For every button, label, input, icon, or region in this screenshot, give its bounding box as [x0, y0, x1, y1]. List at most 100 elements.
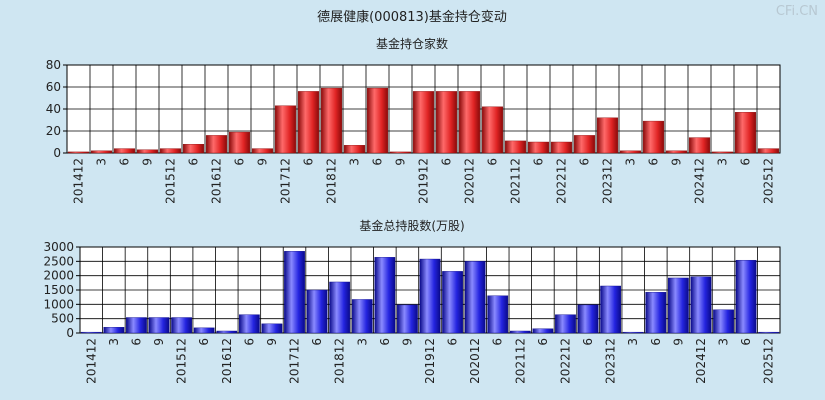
count-bar — [389, 151, 412, 154]
x-tick-label: 202212 — [555, 158, 569, 204]
x-tick-label: 3 — [624, 158, 638, 166]
count-bar — [550, 141, 573, 154]
x-tick-label: 6 — [578, 158, 592, 166]
count-bar — [67, 151, 90, 154]
count-bar — [297, 91, 320, 154]
shares-bar — [532, 328, 554, 334]
x-tick-label: 6 — [446, 338, 460, 346]
shares-bar — [284, 251, 305, 334]
count-bar — [159, 148, 182, 154]
shares-bar — [171, 317, 192, 334]
x-tick-label: 6 — [491, 338, 505, 346]
x-tick-label: 9 — [152, 338, 166, 346]
x-tick-label: 6 — [532, 158, 546, 166]
y-tick-label: 2500 — [43, 254, 74, 268]
count-bar — [665, 150, 688, 154]
x-tick-label: 6 — [310, 338, 324, 346]
x-tick-label: 9 — [400, 338, 414, 346]
chart-1-title: 基金总持股数(万股) — [359, 218, 464, 233]
x-tick-label: 6 — [371, 158, 385, 166]
x-tick-label: 3 — [355, 338, 369, 346]
x-tick-label: 201412 — [84, 338, 98, 384]
x-tick-label: 202112 — [513, 338, 527, 384]
x-tick-label: 201712 — [288, 338, 302, 384]
count-bar — [481, 106, 504, 154]
count-bar — [366, 87, 389, 154]
x-tick-label: 6 — [739, 338, 753, 346]
shares-bar — [103, 327, 125, 334]
x-tick-label: 9 — [256, 158, 270, 166]
shares-bar — [577, 304, 599, 334]
shares-bar — [374, 257, 396, 334]
count-bar — [711, 151, 734, 154]
x-tick-label: 6 — [118, 158, 132, 166]
shares-bar — [261, 323, 283, 334]
x-tick-label: 3 — [626, 338, 640, 346]
x-tick-label: 202012 — [463, 158, 477, 204]
x-tick-label: 202212 — [558, 338, 572, 384]
x-tick-label: 201912 — [423, 338, 437, 384]
shares-bar — [80, 331, 102, 334]
y-tick-label: 80 — [46, 58, 61, 72]
x-tick-label: 202512 — [762, 158, 776, 204]
count-bar — [688, 137, 711, 154]
shares-bar — [126, 317, 147, 334]
x-tick-label: 6 — [536, 338, 550, 346]
x-tick-label: 3 — [716, 158, 730, 166]
shares-bar — [238, 314, 260, 334]
y-tick-label: 20 — [46, 124, 61, 138]
shares-bar — [668, 277, 689, 334]
x-tick-label: 201812 — [325, 158, 339, 204]
x-tick-label: 201612 — [210, 158, 224, 204]
count-bar — [182, 143, 205, 154]
shares-bar — [509, 330, 531, 334]
x-tick-label: 201712 — [279, 158, 293, 204]
y-tick-label: 0 — [53, 146, 61, 160]
y-tick-label: 500 — [51, 312, 74, 326]
y-tick-label: 60 — [46, 80, 61, 94]
shares-bar — [306, 289, 328, 334]
x-tick-label: 3 — [717, 338, 731, 346]
count-bar — [113, 148, 136, 154]
x-tick-label: 6 — [129, 338, 143, 346]
count-bar — [412, 91, 435, 154]
count-bar — [228, 131, 251, 154]
x-tick-label: 9 — [265, 338, 279, 346]
x-tick-label: 202512 — [762, 338, 776, 384]
x-tick-label: 201512 — [164, 158, 178, 204]
x-tick-label: 202112 — [509, 158, 523, 204]
y-tick-label: 1000 — [43, 297, 74, 311]
x-tick-label: 6 — [197, 338, 211, 346]
x-tick-label: 6 — [486, 158, 500, 166]
x-tick-label: 9 — [141, 158, 155, 166]
shares-bar — [713, 309, 734, 334]
shares-bar — [758, 331, 780, 334]
x-tick-label: 6 — [233, 158, 247, 166]
y-tick-label: 40 — [46, 102, 61, 116]
page-title: 德展健康(000813)基金持仓变动 — [317, 9, 507, 25]
x-tick-label: 6 — [440, 158, 454, 166]
shares-bar — [216, 330, 238, 334]
count-bar — [757, 148, 780, 154]
count-bar — [320, 87, 343, 154]
x-tick-label: 6 — [242, 338, 256, 346]
shares-bar — [622, 331, 644, 334]
shares-bar — [464, 261, 486, 334]
count-bar — [527, 141, 550, 154]
count-bar — [251, 148, 274, 154]
count-bar — [435, 91, 458, 154]
x-tick-label: 3 — [348, 158, 362, 166]
x-tick-label: 202312 — [604, 338, 618, 384]
count-bar — [504, 140, 527, 154]
shares-bar — [329, 281, 351, 334]
x-tick-label: 9 — [670, 158, 684, 166]
count-bar — [343, 145, 366, 154]
count-bar — [596, 117, 619, 154]
x-tick-label: 201612 — [220, 338, 234, 384]
count-bar — [619, 150, 642, 154]
x-tick-label: 9 — [394, 158, 408, 166]
x-tick-label: 6 — [739, 158, 753, 166]
x-tick-label: 202012 — [468, 338, 482, 384]
count-bar — [573, 135, 596, 154]
